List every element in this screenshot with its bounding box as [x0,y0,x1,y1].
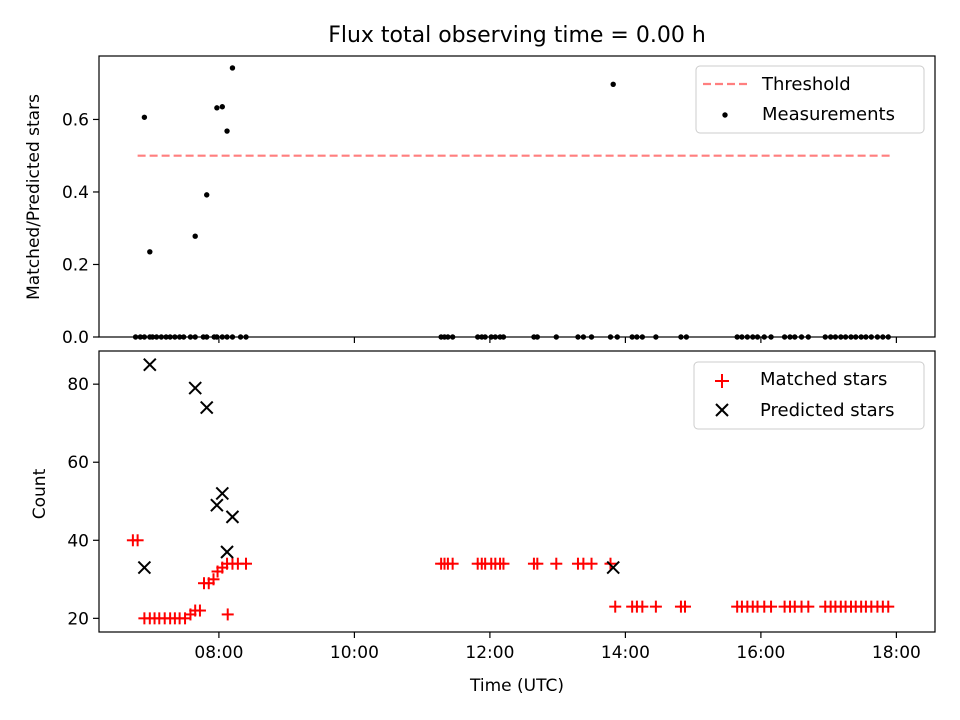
predicted-star-point [220,545,234,559]
matched-star-point [193,604,206,617]
top-panel: 0.0 0.2 0.4 0.6 Matched/Predicted stars Thr… [24,55,936,348]
measurement-point [204,192,210,198]
measurement-point [192,233,198,239]
measurement-point [141,114,148,120]
legend-threshold-label: Threshold [761,74,851,95]
matched-star-point [497,557,510,570]
bottom-legend-box [693,361,925,430]
x-tick-label: 18:00 [872,643,921,663]
figure-title: Flux total observing time = 0.00 h [328,23,706,48]
top-y-ticks: 0.0 0.2 0.4 0.6 [62,110,99,348]
y-tick-label: 0.2 [62,255,89,275]
y-tick-label: 20 [67,609,89,629]
matched-star-point [882,600,895,613]
measurement-point [147,249,153,255]
matched-star-point [550,557,563,570]
matched-star-point [765,600,778,613]
matched-star-point [531,557,544,570]
measurement-point [214,105,220,111]
top-axes-frame [98,55,936,338]
predicted-star-point [200,400,214,415]
predicted-star-point [215,486,230,501]
measurement-point [224,128,230,134]
y-tick-label: 80 [67,375,89,395]
bottom-legend: Matched stars Predicted stars [693,361,925,430]
matched-star-point [636,600,649,613]
y-tick-label: 0.6 [62,110,89,130]
matched-star-point [221,608,234,621]
predicted-star-point [137,560,152,575]
bottom-axes-frame [98,350,936,633]
predicted-star-point [606,560,620,575]
x-tick-label: 12:00 [465,643,514,663]
bottom-y-axis-label: Count [30,468,50,519]
measurement-point [219,104,225,110]
bottom-plot-area [126,357,895,625]
matched-star-point [585,557,598,570]
matched-star-point [131,534,144,547]
measurement-point [610,81,616,87]
predicted-star-point [225,510,240,524]
legend-predicted-label: Predicted stars [760,400,894,421]
bottom-x-ticks: 08:00 10:00 12:00 14:00 16:00 18:00 [194,632,921,663]
bottom-y-ticks: 20 40 60 80 [67,375,99,629]
predicted-star-point [188,381,202,395]
top-x-ticks [218,337,897,343]
x-tick-label: 08:00 [194,643,243,663]
y-tick-label: 40 [67,531,89,551]
predicted-star-point [210,498,224,512]
legend-matched-swatch [715,374,729,388]
x-tick-label: 16:00 [736,643,785,663]
predicted-star-point [143,357,157,372]
top-legend-box [695,65,925,134]
x-tick-label: 14:00 [601,643,650,663]
matched-star-point [446,557,459,570]
matched-star-point [649,600,662,613]
top-legend: Threshold Measurements [695,65,925,134]
matched-star-point [207,573,220,586]
measurement-point [229,65,236,71]
x-tick-label: 10:00 [330,643,379,663]
legend-matched-label: Matched stars [760,369,887,390]
y-tick-label: 0.0 [62,328,89,348]
matched-star-point [802,600,815,613]
bottom-x-axis-label: Time (UTC) [469,676,564,696]
top-y-axis-label: Matched/Predicted stars [24,94,44,300]
legend-predicted-swatch [715,403,729,417]
y-tick-label: 60 [67,453,89,473]
y-tick-label: 0.4 [62,183,89,203]
matched-star-point [240,557,253,570]
matched-star-point [679,600,692,613]
legend-measurements-swatch [722,112,728,118]
legend-measurements-label: Measurements [762,104,895,125]
matched-star-point [609,600,622,613]
